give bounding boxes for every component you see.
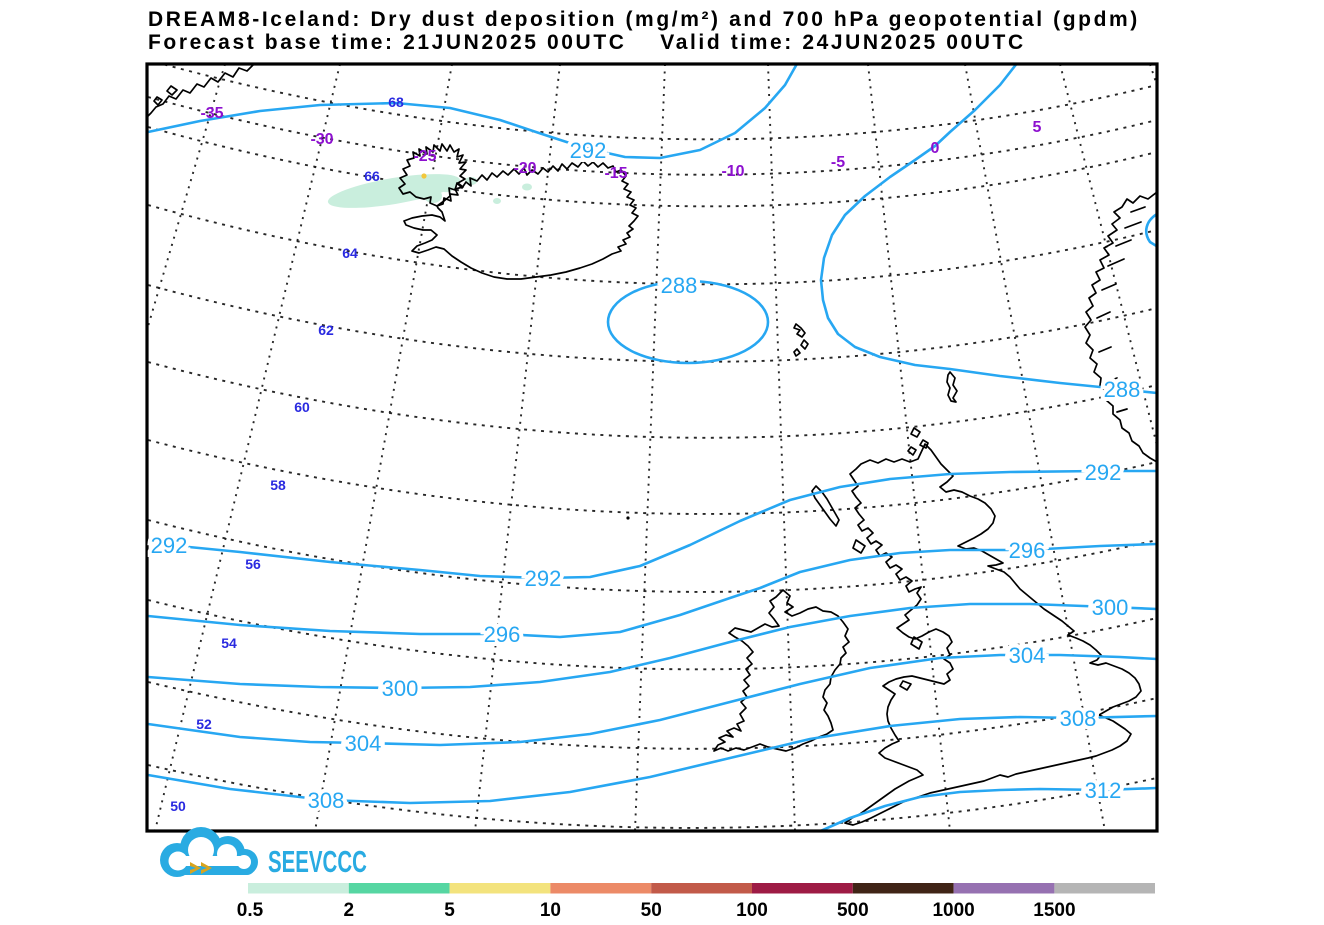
longitude-labels: -35 -30 -25 -20 -15 -10 -5 0 5 xyxy=(200,105,1041,182)
latitude-label: 52 xyxy=(196,716,212,732)
contour-labels: 292 288 288 292 292 292 296 296 300 300 … xyxy=(147,134,1145,817)
coast-hebrides xyxy=(811,485,840,527)
legend-segment xyxy=(852,883,954,894)
map-title: DREAM8-Iceland: Dry dust deposition (mg/… xyxy=(148,8,1140,54)
contour-label: 300 xyxy=(1092,595,1129,620)
contour-288-east xyxy=(819,64,1157,395)
contour-label: 312 xyxy=(1085,778,1122,803)
latitude-label: 56 xyxy=(245,556,261,572)
arrow-icon xyxy=(190,862,212,874)
latitude-label: 68 xyxy=(388,94,404,110)
graticule-longitude-lines xyxy=(147,64,1157,831)
contour-label: 292 xyxy=(525,566,562,591)
latitude-label: 58 xyxy=(270,477,286,493)
coast-iceland xyxy=(403,160,639,280)
longitude-label: -35 xyxy=(200,105,223,122)
cloud-icon xyxy=(160,827,258,877)
contour-308 xyxy=(147,714,1157,805)
longitude-label: -20 xyxy=(513,160,536,177)
contour-label: 296 xyxy=(484,622,521,647)
legend-segment xyxy=(1054,883,1155,894)
contour-296 xyxy=(147,542,1157,639)
deposition-legend: 0.5 2 5 10 50 100 500 1000 1500 xyxy=(237,883,1155,921)
legend-tick: 0.5 xyxy=(237,900,264,921)
contour-292-north xyxy=(147,64,799,160)
legend-segment xyxy=(449,883,551,894)
coast-isle-of-man xyxy=(910,636,923,650)
legend-colorbar xyxy=(248,883,1155,894)
contour-label: 292 xyxy=(151,533,188,558)
latitude-label: 60 xyxy=(294,399,310,415)
longitude-label: -30 xyxy=(310,131,333,148)
latitude-label: 66 xyxy=(364,168,380,184)
seevccc-logo: SEEVCCC xyxy=(160,827,367,879)
contour-label: 308 xyxy=(308,788,345,813)
legend-tick: 500 xyxy=(837,900,869,921)
contour-label: 304 xyxy=(1009,643,1046,668)
latitude-label: 62 xyxy=(318,322,334,338)
legend-tick: 10 xyxy=(540,900,561,921)
longitude-label: 0 xyxy=(931,140,940,157)
coast-great-britain xyxy=(844,443,1142,826)
contour-288-closed-low xyxy=(606,279,770,365)
longitude-label: -25 xyxy=(413,148,436,165)
legend-segment xyxy=(752,883,853,894)
contour-288-norway-coast xyxy=(1144,212,1157,248)
contour-label: 288 xyxy=(1104,377,1141,402)
longitude-label: -10 xyxy=(721,163,744,180)
coast-shetland xyxy=(946,371,958,403)
legend-segment xyxy=(550,883,652,894)
coast-orkney xyxy=(907,427,929,456)
dust-deposition-hotspot xyxy=(421,173,427,179)
contour-label: 304 xyxy=(345,731,382,756)
legend-tick: 100 xyxy=(736,900,768,921)
coast-norway xyxy=(1084,191,1157,463)
contour-312 xyxy=(817,786,1157,831)
contour-label: 296 xyxy=(1009,538,1046,563)
longitude-label: -15 xyxy=(604,165,627,182)
contour-label: 308 xyxy=(1060,706,1097,731)
contour-304 xyxy=(147,653,1157,747)
coast-faroe-islands xyxy=(793,323,809,357)
contour-label: 288 xyxy=(661,273,698,298)
legend-tick: 1000 xyxy=(932,900,974,921)
logo-wordmark: SEEVCCC xyxy=(268,844,367,879)
contour-label: 292 xyxy=(1085,460,1122,485)
graticule-latitude-lines xyxy=(147,64,1157,829)
legend-segment xyxy=(953,883,1055,894)
contour-292-mid xyxy=(147,469,1157,580)
legend-segment xyxy=(348,883,450,894)
coastlines xyxy=(147,64,1157,826)
latitude-label: 54 xyxy=(221,635,237,651)
latitude-label: 64 xyxy=(342,245,358,261)
contour-300 xyxy=(147,602,1157,690)
longitude-label: 5 xyxy=(1033,119,1042,136)
map-title-line2: Forecast base time: 21JUN2025 00UTC Vali… xyxy=(148,31,1026,54)
contour-label: 292 xyxy=(570,138,607,163)
longitude-label: -5 xyxy=(831,154,845,171)
legend-tick: 5 xyxy=(444,900,455,921)
geopotential-contours xyxy=(147,64,1157,831)
coast-anglesey xyxy=(899,680,912,691)
legend-segment xyxy=(651,883,752,894)
legend-segment xyxy=(248,883,349,894)
map-title-line1: DREAM8-Iceland: Dry dust deposition (mg/… xyxy=(148,8,1140,31)
legend-tick: 2 xyxy=(344,900,355,921)
map-frame xyxy=(145,62,1159,833)
legend-tick: 1500 xyxy=(1033,900,1075,921)
legend-tick: 50 xyxy=(641,900,662,921)
latitude-labels: 68 66 64 62 60 58 56 54 52 50 xyxy=(170,94,404,814)
legend-tick-labels: 0.5 2 5 10 50 100 500 1000 1500 xyxy=(237,900,1076,921)
latitude-label: 50 xyxy=(170,798,186,814)
coast-ireland xyxy=(713,589,850,752)
contour-label: 300 xyxy=(382,676,419,701)
coast-greenland xyxy=(147,64,255,117)
coast-iceland-westfjords xyxy=(398,143,467,207)
